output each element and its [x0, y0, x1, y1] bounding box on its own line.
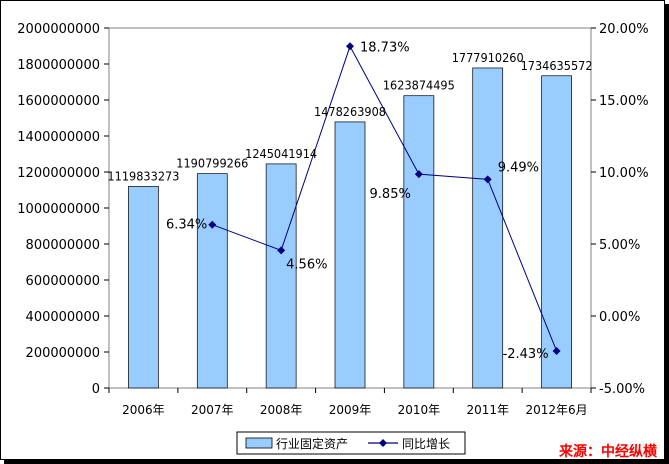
y-left-tick-label-9: 1800000000	[17, 58, 100, 73]
y-left-tick-label-0: 0	[92, 382, 100, 397]
bar-1	[196, 173, 228, 389]
growth-value-label-4: 9.85%	[370, 187, 411, 202]
y-left-tick-label-2: 400000000	[26, 310, 100, 325]
x-tick-label-5: 2011年	[466, 403, 509, 417]
growth-value-label-6: -2.43%	[503, 347, 549, 362]
legend-line-label: 同比增长	[402, 437, 450, 451]
legend: 行业固定资产 同比增长	[236, 431, 466, 455]
x-tick-label-4: 2010年	[398, 403, 441, 417]
growth-point-4	[414, 170, 423, 179]
source-credit: 来源：中经纵横	[558, 443, 658, 460]
growth-value-label-1: 6.34%	[166, 218, 207, 233]
growth-value-label-5: 9.49%	[498, 160, 539, 175]
growth-line	[212, 45, 558, 352]
bar-value-label-6: 1734635572	[521, 59, 593, 73]
y-right-tick-label-2: 5.00%	[599, 238, 640, 253]
legend-bar-swatch	[245, 437, 273, 449]
bar-series	[128, 67, 572, 389]
y-right-tick-label-3: 10.00%	[599, 166, 649, 181]
y-left-tick-label-4: 800000000	[26, 238, 100, 253]
growth-point-3	[346, 42, 354, 51]
bar-6	[541, 75, 572, 389]
x-tick-label-2: 2008年	[260, 403, 303, 417]
bar-5	[472, 67, 504, 389]
bar-3	[334, 121, 366, 389]
chart-shadow-bottom	[4, 460, 669, 464]
x-tick-label-0: 2006年	[122, 403, 165, 417]
bar-value-label-1: 1190799266	[176, 157, 248, 171]
growth-point-6	[552, 346, 561, 355]
y-left-tick-label-5: 1000000000	[17, 202, 100, 217]
bar-2	[265, 163, 297, 389]
axes: 0 200000000 400000000 600000000 800000000 100…	[17, 22, 648, 417]
bar-value-label-4: 1623874495	[383, 79, 455, 93]
y-left-tick-label-7: 1400000000	[17, 130, 100, 145]
bar-value-label-3: 1478263908	[314, 105, 386, 119]
legend-line-marker	[379, 439, 387, 447]
y-right-tick-label-4: 15.00%	[599, 94, 649, 109]
growth-point-2	[277, 246, 286, 255]
bar-0	[128, 186, 159, 389]
growth-value-label-2: 4.56%	[286, 257, 327, 272]
x-tick-label-1: 2007年	[191, 403, 234, 417]
y-left-tick-label-1: 200000000	[26, 346, 100, 361]
legend-bar-label: 行业固定资产	[276, 436, 348, 451]
growth-point-5	[483, 175, 492, 184]
y-left-tick-label-10: 2000000000	[17, 22, 100, 37]
y-right-tick-label-1: 0.00%	[599, 310, 640, 325]
bar-4	[403, 95, 435, 389]
x-tick-label-3: 2009年	[329, 403, 372, 417]
growth-point-1	[208, 220, 217, 229]
chart-shadow-right	[665, 4, 669, 464]
line-series	[208, 42, 561, 355]
legend-box	[236, 431, 466, 455]
y-left-tick-label-8: 1600000000	[17, 94, 100, 109]
y-right-tick-label-5: 20.00%	[599, 22, 649, 37]
y-right-tick-label-0: -5.00%	[599, 382, 645, 397]
growth-value-label-3: 18.73%	[360, 40, 410, 55]
y-left-tick-label-3: 600000000	[26, 274, 100, 289]
bar-value-label-5: 1777910260	[452, 51, 524, 65]
x-tick-label-6: 2012年6月	[525, 403, 587, 417]
bar-value-label-0: 1119833273	[107, 169, 179, 183]
y-left-tick-label-6: 1200000000	[17, 166, 100, 181]
bar-value-label-2: 1245041914	[245, 147, 317, 161]
